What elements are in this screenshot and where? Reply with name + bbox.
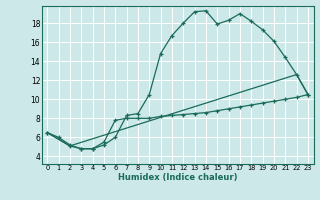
X-axis label: Humidex (Indice chaleur): Humidex (Indice chaleur) <box>118 173 237 182</box>
